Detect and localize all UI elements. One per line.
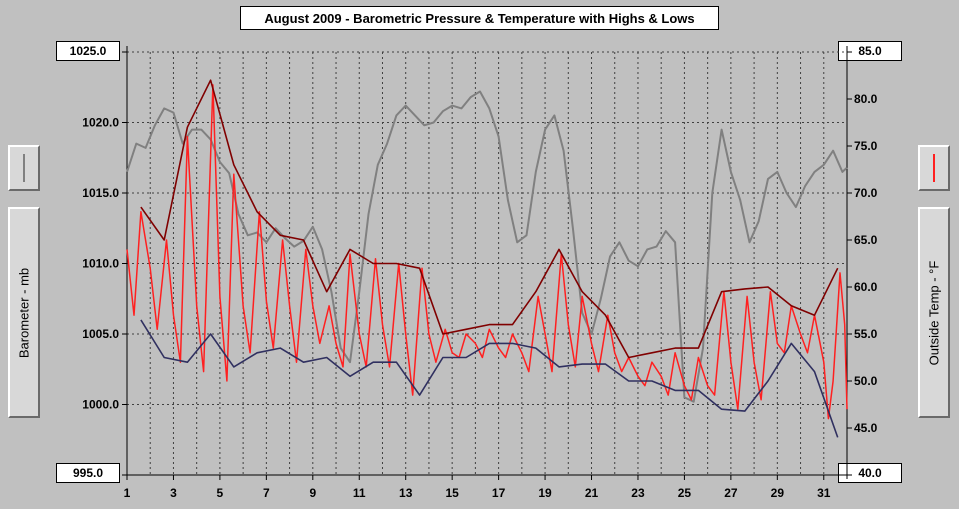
right-tick-label: 60.0 (854, 280, 878, 294)
grid-lines (126, 51, 848, 476)
temperature-line (126, 84, 848, 420)
x-tick-label: 1 (124, 486, 131, 500)
x-tick-label: 31 (817, 486, 831, 500)
lows-line (140, 319, 839, 438)
left-tick-label: 1010.0 (82, 257, 119, 271)
series-lines (126, 79, 848, 438)
left-tick-label: 1020.0 (82, 116, 119, 130)
right-axis-max-label: 85.0 (838, 41, 902, 61)
right-tick-label: 45.0 (854, 421, 878, 435)
left-tick-label: 1000.0 (82, 398, 119, 412)
x-tick-label: 19 (538, 486, 552, 500)
right-tick-label: 80.0 (854, 92, 878, 106)
x-tick-label: 29 (771, 486, 785, 500)
x-tick-label: 11 (353, 486, 366, 500)
right-tick-label: 50.0 (854, 374, 878, 388)
highs-line (140, 79, 839, 359)
x-tick-label: 3 (170, 486, 177, 500)
x-tick-label: 25 (678, 486, 692, 500)
x-tick-label: 5 (217, 486, 224, 500)
temperature-swatch-line (933, 154, 935, 182)
x-tick-label: 27 (724, 486, 738, 500)
x-tick-label: 23 (631, 486, 645, 500)
x-tick-label: 13 (399, 486, 413, 500)
x-tick-label: 15 (445, 486, 459, 500)
left-axis-min-label: 995.0 (56, 463, 120, 483)
right-axis-title-panel: Outside Temp - °F (918, 207, 950, 418)
left-tick-label: 1015.0 (82, 186, 119, 200)
x-tick-label: 21 (585, 486, 599, 500)
left-tick-label: 1005.0 (82, 327, 119, 341)
chart-title: August 2009 - Barometric Pressure & Temp… (240, 6, 719, 30)
x-tick-label: 17 (492, 486, 506, 500)
x-tick-label: 7 (263, 486, 270, 500)
x-tick-label: 9 (309, 486, 316, 500)
barometer-swatch-line (23, 154, 25, 182)
right-tick-label: 75.0 (854, 139, 878, 153)
barometer-line (126, 90, 848, 403)
barometer-legend-swatch (8, 145, 40, 191)
left-axis-title-panel: Barometer - mb (8, 207, 40, 418)
temperature-legend-swatch (918, 145, 950, 191)
right-axis-min-label: 40.0 (838, 463, 902, 483)
right-tick-label: 65.0 (854, 233, 878, 247)
right-tick-label: 55.0 (854, 327, 878, 341)
right-tick-label: 70.0 (854, 186, 878, 200)
tick-labels: 1000.01005.01010.01015.01020.045.050.055… (82, 92, 877, 500)
left-axis-max-label: 1025.0 (56, 41, 120, 61)
